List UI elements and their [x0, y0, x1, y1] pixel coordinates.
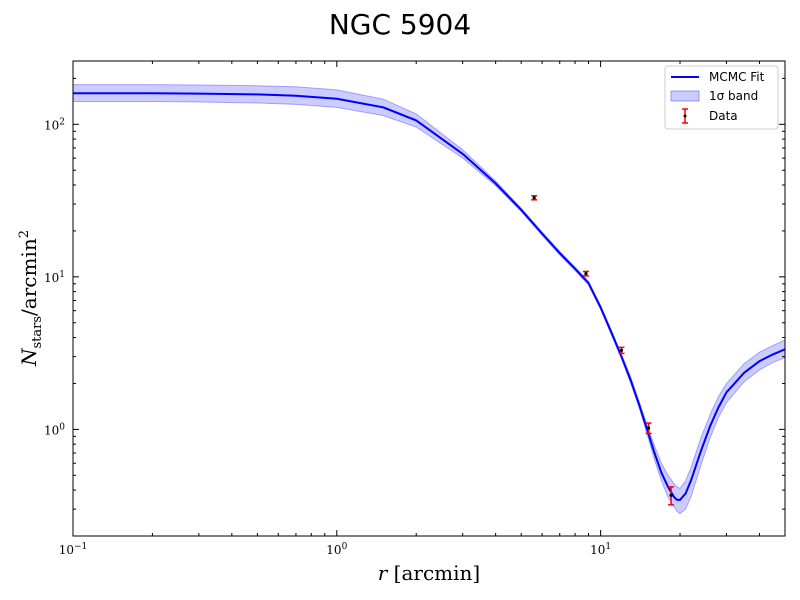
- data-point: [531, 195, 538, 201]
- axis-ticks: 10−1 100 101 100 101 102: [44, 61, 786, 557]
- legend-label-fit: MCMC Fit: [709, 70, 765, 84]
- data-point: [582, 270, 589, 277]
- legend-frame: [664, 65, 779, 130]
- data-marker: [584, 272, 588, 276]
- data-marker: [646, 426, 651, 430]
- chart-title: NGC 5904: [329, 8, 471, 41]
- legend-band-swatch: [670, 90, 700, 102]
- plot-frame: [72, 60, 786, 537]
- legend-errorbar-swatch: [682, 108, 688, 124]
- data-layer: [531, 195, 675, 506]
- legend-label-data: Data: [709, 109, 738, 123]
- legend: MCMC Fit 1σ band Data: [664, 65, 779, 130]
- x-tick-label: 100: [326, 542, 347, 557]
- data-point: [668, 486, 675, 506]
- x-axis-label: r [arcmin]: [378, 561, 480, 585]
- data-point: [645, 422, 652, 435]
- x-tick-label: 101: [590, 542, 611, 557]
- sigma-band: [73, 84, 785, 515]
- x-tick-label: 10−1: [59, 542, 88, 557]
- plot-content: [73, 84, 785, 515]
- mcmc-fit-line: [73, 92, 785, 501]
- y-tick-label: 102: [44, 117, 65, 132]
- data-marker: [532, 196, 536, 200]
- y-tick-label: 100: [44, 422, 65, 437]
- y-tick-label: 101: [44, 270, 65, 285]
- legend-label-band: 1σ band: [709, 89, 758, 103]
- data-marker: [669, 493, 673, 497]
- data-marker: [619, 348, 624, 352]
- y-axis-label: Nstars/arcmin2: [17, 230, 45, 367]
- data-point: [618, 346, 625, 355]
